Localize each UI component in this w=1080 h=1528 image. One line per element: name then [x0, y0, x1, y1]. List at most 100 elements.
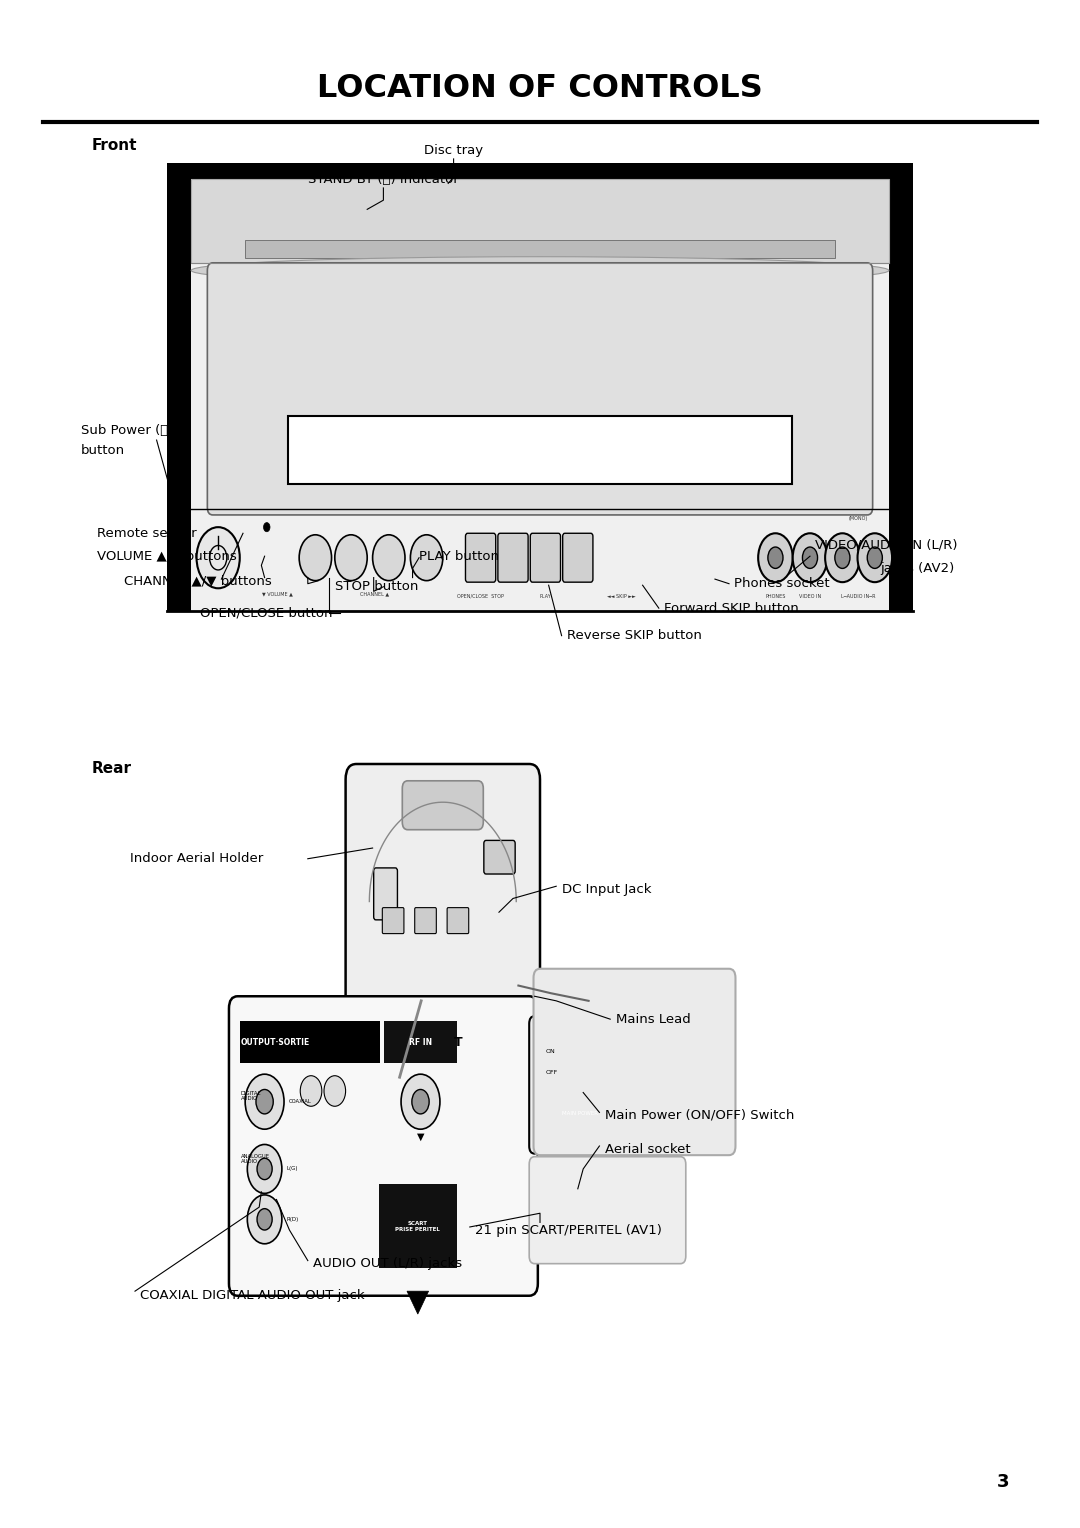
Text: Aerial socket: Aerial socket: [605, 1143, 690, 1155]
Circle shape: [793, 533, 827, 582]
FancyBboxPatch shape: [529, 1157, 686, 1264]
Circle shape: [299, 535, 332, 581]
Text: COAXIAL: COAXIAL: [288, 1099, 311, 1105]
Text: Phones socket: Phones socket: [734, 578, 831, 590]
FancyBboxPatch shape: [229, 996, 538, 1296]
Text: Disc tray: Disc tray: [424, 144, 483, 157]
Circle shape: [835, 547, 850, 568]
Bar: [191, 179, 889, 611]
Text: Mains Lead: Mains Lead: [616, 1013, 690, 1025]
Text: AUDIO OUT (L/R) jacks: AUDIO OUT (L/R) jacks: [313, 1258, 462, 1270]
Text: Rear: Rear: [92, 761, 132, 776]
FancyBboxPatch shape: [447, 908, 469, 934]
FancyBboxPatch shape: [530, 533, 561, 582]
Bar: [245, 240, 835, 258]
Bar: [591, 1045, 604, 1073]
Circle shape: [324, 1076, 346, 1106]
Circle shape: [410, 535, 443, 581]
FancyBboxPatch shape: [207, 263, 873, 515]
FancyBboxPatch shape: [382, 908, 404, 934]
Text: DC Input Jack: DC Input Jack: [562, 883, 651, 895]
FancyBboxPatch shape: [374, 868, 397, 920]
Circle shape: [300, 1076, 322, 1106]
Text: CHANNEL ▲/▼ buttons: CHANNEL ▲/▼ buttons: [124, 575, 272, 587]
Circle shape: [858, 533, 892, 582]
Text: OPEN/CLOSE  STOP: OPEN/CLOSE STOP: [457, 594, 504, 599]
Text: ▼: ▼: [417, 1132, 424, 1143]
Text: PHONES: PHONES: [766, 594, 785, 599]
FancyBboxPatch shape: [484, 840, 515, 874]
FancyBboxPatch shape: [498, 533, 528, 582]
Text: OFF: OFF: [545, 1070, 557, 1076]
Text: STAND BY (⏻) Indicator: STAND BY (⏻) Indicator: [308, 173, 459, 186]
Bar: [889, 163, 913, 611]
Bar: [540, 1097, 621, 1131]
Text: ANALOGUE
AUDIO: ANALOGUE AUDIO: [241, 1154, 270, 1164]
Bar: [240, 1021, 380, 1063]
FancyBboxPatch shape: [465, 533, 496, 582]
Circle shape: [758, 533, 793, 582]
Bar: [384, 1021, 457, 1063]
Text: Remote sensor: Remote sensor: [97, 527, 197, 539]
Circle shape: [264, 523, 270, 532]
Text: Main Power (ON/OFF) Switch: Main Power (ON/OFF) Switch: [605, 1109, 794, 1122]
Text: VIDEO IN: VIDEO IN: [799, 594, 821, 599]
Text: button: button: [81, 445, 125, 457]
Text: PLAY: PLAY: [540, 594, 551, 599]
Text: DIGITAL
AUDIO: DIGITAL AUDIO: [241, 1091, 261, 1102]
Circle shape: [257, 1158, 272, 1180]
FancyBboxPatch shape: [346, 764, 540, 1016]
Circle shape: [802, 547, 818, 568]
Bar: [288, 416, 792, 484]
Text: STOP button: STOP button: [335, 581, 418, 593]
Text: ▼ VOLUME ▲: ▼ VOLUME ▲: [262, 591, 293, 596]
Text: ◄◄ SKIP ►►: ◄◄ SKIP ►►: [607, 594, 635, 599]
Circle shape: [256, 1089, 273, 1114]
Circle shape: [411, 1089, 429, 1114]
Circle shape: [335, 535, 367, 581]
Text: VIDEO/AUDIO IN (L/R): VIDEO/AUDIO IN (L/R): [815, 539, 958, 552]
Bar: [191, 179, 889, 263]
Text: L─AUDIO IN─R: L─AUDIO IN─R: [841, 594, 876, 599]
Text: 3: 3: [997, 1473, 1010, 1491]
Text: L(G): L(G): [286, 1166, 298, 1172]
Text: ON: ON: [545, 1048, 555, 1054]
Bar: [569, 1045, 582, 1073]
Text: 21 pin SCART/PERITEL (AV1): 21 pin SCART/PERITEL (AV1): [475, 1224, 662, 1236]
Bar: [167, 163, 191, 611]
Text: RF IN: RF IN: [409, 1038, 432, 1047]
Circle shape: [197, 527, 240, 588]
Text: COAXIAL DIGITAL AUDIO OUT jack: COAXIAL DIGITAL AUDIO OUT jack: [140, 1290, 365, 1302]
Text: Sub Power (⏻): Sub Power (⏻): [81, 425, 174, 437]
Text: Forward SKIP button: Forward SKIP button: [664, 602, 799, 614]
Circle shape: [825, 533, 860, 582]
FancyBboxPatch shape: [403, 781, 484, 830]
Circle shape: [247, 1144, 282, 1193]
FancyBboxPatch shape: [563, 533, 593, 582]
Bar: [167, 163, 913, 179]
Text: jacks (AV2): jacks (AV2): [880, 562, 955, 575]
Bar: [379, 1184, 457, 1268]
FancyBboxPatch shape: [529, 1016, 632, 1154]
Circle shape: [768, 547, 783, 568]
Circle shape: [373, 535, 405, 581]
Text: PLAY button: PLAY button: [419, 550, 499, 562]
Circle shape: [247, 1195, 282, 1244]
Text: SCART
PRISE PERITEL: SCART PRISE PERITEL: [395, 1221, 441, 1232]
Circle shape: [867, 547, 882, 568]
Text: Reverse SKIP button: Reverse SKIP button: [567, 630, 702, 642]
Text: R(D): R(D): [286, 1216, 298, 1222]
FancyBboxPatch shape: [534, 969, 735, 1155]
Text: (MONO): (MONO): [849, 516, 868, 521]
Text: MAIN POWER: MAIN POWER: [563, 1111, 598, 1117]
Circle shape: [401, 1074, 440, 1129]
Text: T: T: [454, 1036, 462, 1048]
Ellipse shape: [191, 257, 889, 284]
Text: Front: Front: [92, 138, 137, 153]
Text: OPEN/CLOSE button: OPEN/CLOSE button: [200, 607, 333, 619]
Text: Indoor Aerial Holder: Indoor Aerial Holder: [130, 853, 262, 865]
Text: LOCATION OF CONTROLS: LOCATION OF CONTROLS: [318, 73, 762, 104]
Circle shape: [245, 1074, 284, 1129]
FancyBboxPatch shape: [415, 908, 436, 934]
Circle shape: [257, 1209, 272, 1230]
